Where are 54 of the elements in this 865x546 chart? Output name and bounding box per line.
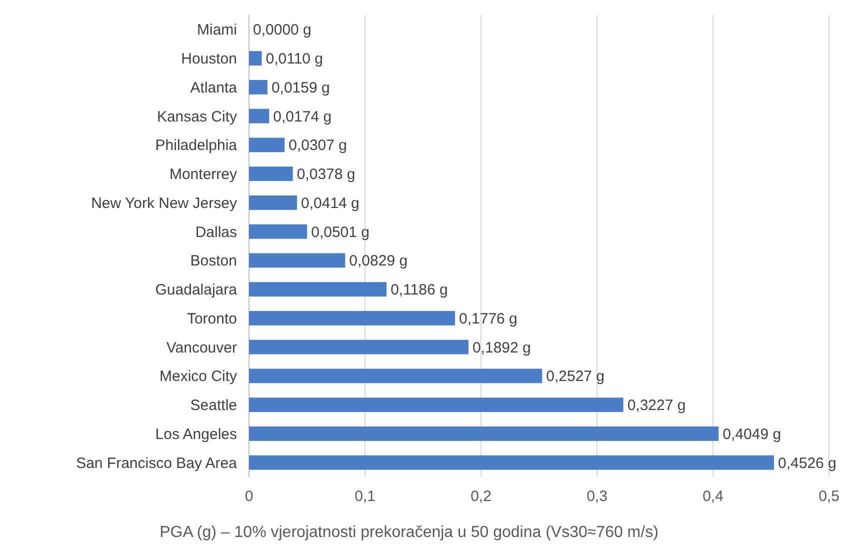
y-tick-label: Seattle [190, 397, 237, 414]
data-label: 0,0159 g [271, 79, 330, 96]
y-tick-label: Kansas City [156, 108, 238, 126]
y-tick-label: Dallas [195, 224, 237, 241]
y-tick-label: Boston [190, 252, 237, 270]
y-tick-label: Monterrey [169, 166, 238, 184]
y-tick-label: Atlanta [190, 79, 238, 96]
bar [249, 80, 268, 94]
data-label: 0,0000 g [253, 22, 312, 39]
y-tick-label: Los Angeles [155, 426, 237, 443]
x-tick-label: 0,2 [470, 488, 492, 505]
data-label: 0,4526 g [778, 454, 836, 472]
x-tick-label: 0,3 [586, 488, 608, 505]
y-tick-label: Houston [181, 50, 237, 68]
data-label: 0,2527 g [546, 368, 605, 386]
y-tick-label: Miami [197, 22, 237, 39]
data-label: 0,3227 g [627, 397, 686, 414]
data-label: 0,1776 g [459, 310, 518, 328]
x-tick-label: 0,4 [702, 488, 724, 505]
x-tick-label: 0 [244, 488, 254, 505]
y-tick-label: Toronto [186, 310, 237, 328]
bar [249, 398, 624, 412]
data-label: 0,0307 g [288, 137, 348, 154]
x-tick-label: 0,1 [354, 488, 376, 505]
bar [249, 166, 293, 182]
data-label: 0,0174 g [273, 108, 332, 126]
data-label: 0,1892 g [472, 339, 531, 356]
bar [249, 108, 270, 124]
x-tick-label: 0,5 [818, 488, 840, 505]
y-tick-label: Guadalajara [155, 282, 238, 299]
y-tick-label: San Francisco Bay Area [76, 454, 238, 472]
bar [249, 340, 468, 354]
y-tick-label: Mexico City [159, 368, 238, 386]
bar [249, 195, 298, 210]
data-label: 0,4049 g [722, 426, 782, 443]
bar [249, 310, 456, 326]
bar [249, 455, 774, 470]
bar [249, 368, 542, 384]
x-axis-title: PGA (g) – 10% vjerojatnosti prekoračenja u 50 godina (Vs30≈760 m/s) [160, 524, 658, 541]
data-label: 0,1186 g [390, 282, 448, 299]
data-label: 0,0414 g [301, 194, 360, 212]
y-tick-label: Philadelphia [155, 137, 238, 154]
data-label: 0,0501 g [311, 224, 370, 241]
data-label: 0,0110 g [266, 50, 324, 68]
data-label: 0,0378 g [296, 166, 356, 184]
bar [249, 426, 719, 441]
bar [249, 282, 387, 297]
bar [249, 51, 262, 66]
bar [249, 224, 308, 239]
y-tick-label: Vancouver [166, 339, 237, 356]
data-label: 0,0829 g [349, 252, 408, 270]
y-tick-label: New York New Jersey [91, 194, 238, 212]
bar [249, 253, 346, 268]
bar [249, 138, 285, 152]
